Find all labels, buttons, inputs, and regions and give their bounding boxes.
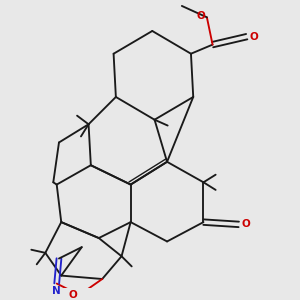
Text: O: O	[241, 219, 250, 230]
Text: O: O	[69, 290, 78, 300]
Text: N: N	[52, 286, 61, 296]
Text: O: O	[196, 11, 205, 21]
Text: O: O	[250, 32, 259, 42]
